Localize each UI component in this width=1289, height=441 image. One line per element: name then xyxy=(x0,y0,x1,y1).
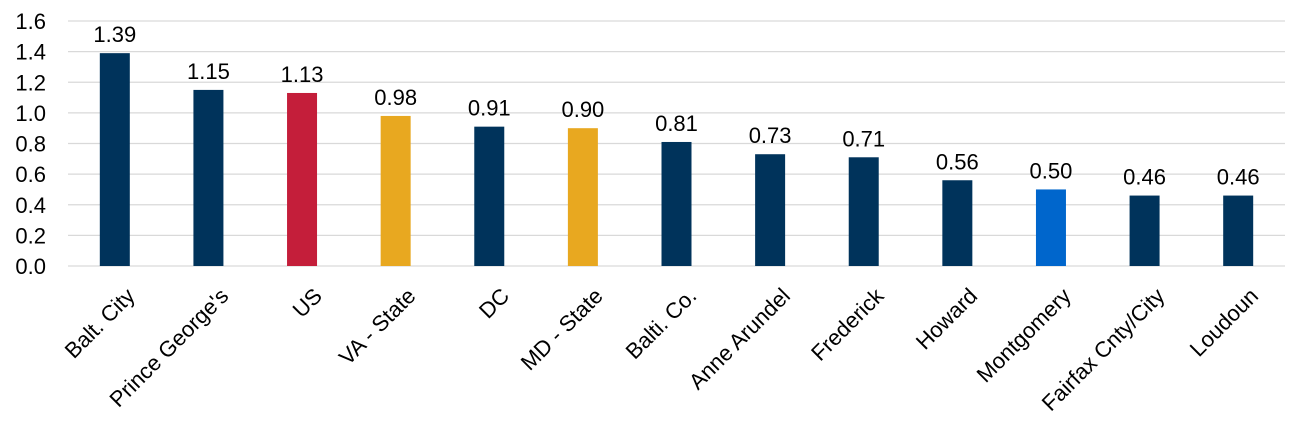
data-label: 1.13 xyxy=(281,62,324,87)
y-tick-label: 0.4 xyxy=(15,193,46,218)
y-tick-label: 1.2 xyxy=(15,70,46,95)
y-tick-label: 0.0 xyxy=(15,254,46,279)
bar xyxy=(380,115,411,266)
data-label: 0.56 xyxy=(936,149,979,174)
data-label: 0.73 xyxy=(749,123,792,148)
bar xyxy=(193,89,224,266)
x-tick-label: VA - State xyxy=(334,283,421,370)
bar xyxy=(287,92,318,266)
x-tick-label: MD - State xyxy=(516,283,608,375)
y-axis-ticks: 0.0 0.2 0.4 0.6 0.8 1.0 1.2 1.4 1.6 xyxy=(15,9,46,279)
bar xyxy=(755,154,786,266)
x-tick-label: Frederick xyxy=(806,282,889,365)
data-label: 1.39 xyxy=(93,22,136,47)
data-label: 0.81 xyxy=(655,111,698,136)
y-tick-label: 1.6 xyxy=(15,9,46,34)
x-tick-label: Howard xyxy=(911,283,982,354)
x-tick-label: DC xyxy=(474,283,514,323)
data-label: 0.98 xyxy=(374,85,417,110)
x-tick-label: Loudoun xyxy=(1185,283,1263,361)
bar xyxy=(474,126,505,266)
bar xyxy=(1223,195,1254,266)
y-tick-label: 1.0 xyxy=(15,101,46,126)
y-tick-label: 1.4 xyxy=(15,40,46,65)
y-tick-label: 0.6 xyxy=(15,162,46,187)
data-label: 0.50 xyxy=(1030,158,1073,183)
data-label: 0.91 xyxy=(468,96,511,121)
data-label: 0.90 xyxy=(561,97,604,122)
x-tick-label: Anne Arundel xyxy=(684,283,795,394)
x-tick-label: Balt. City xyxy=(60,283,140,363)
bar xyxy=(1129,195,1160,266)
data-label: 0.46 xyxy=(1123,165,1166,190)
y-tick-label: 0.8 xyxy=(15,132,46,157)
bar xyxy=(942,180,973,266)
y-tick-label: 0.2 xyxy=(15,223,46,248)
data-labels: 1.39 1.15 1.13 0.98 0.91 0.90 0.81 0.73 0.71 0.56… xyxy=(93,22,1259,189)
x-tick-label: Balti. Co. xyxy=(621,283,702,364)
bar xyxy=(1035,189,1066,266)
x-tick-label: US xyxy=(288,283,327,322)
bar xyxy=(848,157,879,266)
data-label: 0.46 xyxy=(1217,165,1260,190)
data-label: 0.71 xyxy=(842,126,885,151)
bar xyxy=(661,141,692,266)
bar xyxy=(99,53,130,266)
data-label: 1.15 xyxy=(187,59,230,84)
bars xyxy=(99,53,1254,266)
bar xyxy=(567,128,598,266)
x-tick-label: Montgomery xyxy=(972,283,1076,387)
